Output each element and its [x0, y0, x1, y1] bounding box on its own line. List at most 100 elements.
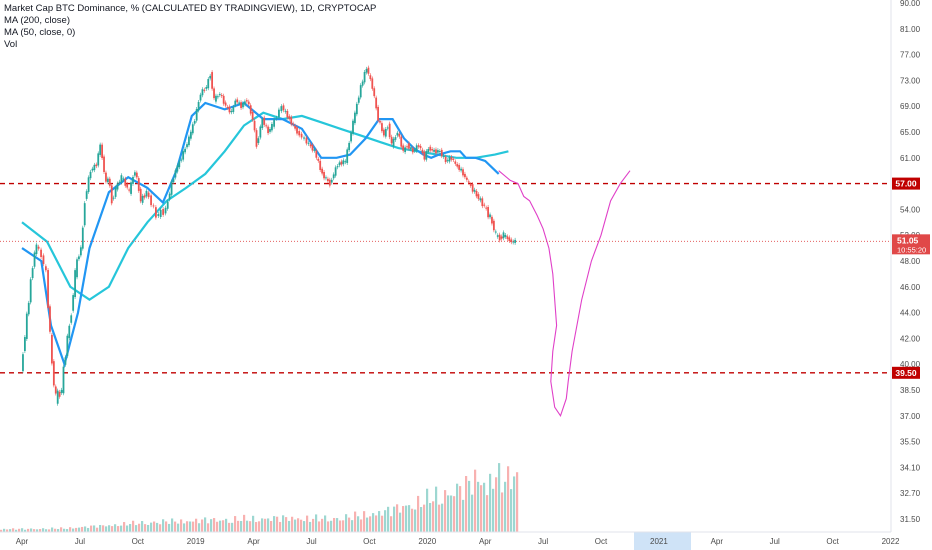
- candle-body: [112, 197, 115, 199]
- price-tick-label: 37.00: [900, 412, 921, 421]
- volume-bar: [117, 526, 120, 532]
- candle-body: [189, 131, 192, 139]
- volume-bar: [207, 523, 210, 532]
- volume-bar: [372, 513, 375, 532]
- candle-body: [394, 137, 397, 140]
- price-tick-label: 34.10: [900, 463, 921, 472]
- time-axis[interactable]: Apr Jul Oct 2019 Apr Jul Oct 2020 Apr Jul Oct 2021 A…: [16, 537, 900, 546]
- volume-bar: [276, 516, 279, 532]
- candle-body: [166, 201, 169, 209]
- volume-bar: [414, 509, 417, 532]
- volume-bar: [468, 480, 471, 532]
- volume-bar: [111, 526, 114, 532]
- volume-bar: [132, 520, 135, 532]
- volume-bar: [195, 518, 198, 532]
- volume-bar: [198, 523, 201, 532]
- candle-body: [242, 102, 244, 108]
- candle-body: [498, 234, 501, 241]
- volume-bar: [450, 495, 453, 532]
- candle-body: [491, 216, 493, 224]
- time-tick-label: 2022: [882, 537, 900, 546]
- price-tick-label: 73.00: [900, 76, 921, 85]
- volume-bar: [36, 529, 39, 532]
- candle-body: [282, 105, 285, 111]
- volume-bar: [141, 521, 144, 532]
- price-tick-label: 48.00: [900, 257, 921, 266]
- volume-bar: [321, 518, 324, 532]
- candle-body: [238, 102, 241, 104]
- volume-bar: [456, 483, 459, 532]
- candle-body: [232, 106, 235, 112]
- ma50-line: [21, 101, 500, 368]
- volume-bar: [285, 517, 288, 532]
- candle-body: [261, 118, 264, 128]
- price-axis[interactable]: 90.0081.0077.0073.0069.0065.0061.0057.00…: [900, 0, 921, 524]
- volume-bar: [315, 514, 318, 532]
- volume-bar: [240, 520, 243, 532]
- volume-bar: [399, 512, 402, 532]
- legend-ma50[interactable]: MA (50, close, 0): [4, 27, 76, 38]
- volume-bar: [21, 528, 24, 532]
- candle-body: [68, 325, 71, 339]
- volume-bar: [252, 515, 255, 532]
- candle-body: [25, 313, 28, 339]
- volume-bar: [255, 522, 258, 532]
- candle-body: [56, 390, 59, 404]
- candle-body: [220, 95, 223, 97]
- candle-body: [384, 129, 387, 137]
- candle-body: [292, 123, 295, 125]
- candle-body: [303, 137, 305, 139]
- candle-body: [313, 149, 316, 151]
- candle-body: [216, 96, 219, 98]
- candle-body: [211, 72, 214, 89]
- time-tick-label: Apr: [16, 537, 29, 546]
- candle-body: [150, 195, 152, 206]
- volume-bar: [402, 506, 405, 532]
- time-tick-label: Oct: [826, 537, 839, 546]
- volume-bar: [498, 463, 501, 532]
- volume-bar: [0, 529, 3, 532]
- candle-body: [128, 189, 131, 191]
- volume-bar: [360, 519, 363, 532]
- horizontal-level-label-bg: [892, 366, 920, 379]
- candle-body: [154, 207, 157, 218]
- volume-bar: [459, 486, 462, 532]
- candle-body: [85, 191, 88, 199]
- volume-bar: [495, 477, 498, 532]
- price-tick-label: 32.70: [900, 489, 921, 498]
- candle-body: [130, 182, 132, 194]
- candle-body: [168, 193, 171, 200]
- candle-body: [135, 172, 138, 178]
- volume-bar: [408, 505, 411, 532]
- volume-bar: [150, 522, 153, 532]
- volume-bar: [189, 521, 192, 532]
- volume-bar: [369, 516, 372, 532]
- candle-body: [325, 177, 327, 179]
- candle-body: [315, 150, 318, 158]
- volume-bar: [231, 522, 234, 532]
- candle-body: [37, 246, 40, 249]
- legend-vol[interactable]: Vol: [4, 39, 18, 50]
- volume-bar: [465, 476, 468, 532]
- candle-body: [489, 214, 491, 218]
- candle-body: [284, 110, 287, 112]
- last-price-label-bg: [892, 234, 930, 255]
- time-tick-label: 2021: [650, 537, 668, 546]
- volume-bar: [339, 520, 342, 532]
- volume-bar: [327, 521, 330, 532]
- candle-body: [35, 244, 38, 255]
- ma200-line: [21, 111, 509, 302]
- candle-body: [288, 116, 291, 119]
- candle-body: [446, 160, 449, 162]
- candle-body: [467, 181, 470, 183]
- candle-body: [271, 123, 273, 131]
- volume-bar: [273, 516, 276, 532]
- legend-ma200[interactable]: MA (200, close): [4, 15, 70, 26]
- volume-bar: [363, 511, 366, 532]
- price-tick-label: 42.00: [900, 334, 921, 343]
- time-tick-label: Oct: [595, 537, 608, 546]
- candle-body: [492, 220, 495, 231]
- candle-body: [440, 149, 443, 157]
- volume-bar: [75, 527, 78, 532]
